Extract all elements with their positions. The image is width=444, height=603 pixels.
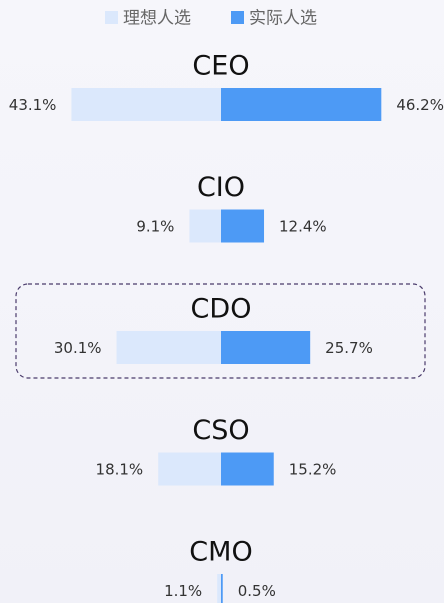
legend-swatch	[105, 11, 118, 24]
value-label: 12.4%	[279, 218, 327, 236]
category-label: CMO	[189, 537, 252, 568]
bar	[116, 331, 221, 364]
category-label: CDO	[191, 294, 252, 325]
value-label: 18.1%	[96, 461, 144, 479]
value-label: 46.2%	[396, 96, 444, 114]
legend-label: 理想人选	[123, 9, 191, 29]
highlight-box	[15, 283, 426, 379]
bar	[221, 452, 274, 486]
bar	[221, 88, 382, 121]
category-label: CIO	[197, 172, 245, 203]
bar	[221, 331, 311, 364]
category-label: CSO	[192, 415, 249, 446]
bar	[158, 452, 221, 486]
value-label: 1.1%	[164, 582, 202, 600]
value-label: 30.1%	[54, 339, 102, 357]
value-label: 15.2%	[289, 461, 337, 479]
legend-label: 实际人选	[249, 9, 317, 29]
category-label: CEO	[192, 51, 249, 82]
value-label: 9.1%	[136, 218, 174, 236]
value-label: 43.1%	[9, 96, 57, 114]
legend-swatch	[231, 11, 244, 24]
value-label: 0.5%	[238, 582, 276, 600]
bar	[221, 574, 223, 603]
value-label: 25.7%	[325, 339, 373, 357]
bar	[189, 209, 221, 243]
bar	[217, 574, 221, 603]
bar	[71, 88, 222, 121]
bar	[221, 209, 265, 243]
